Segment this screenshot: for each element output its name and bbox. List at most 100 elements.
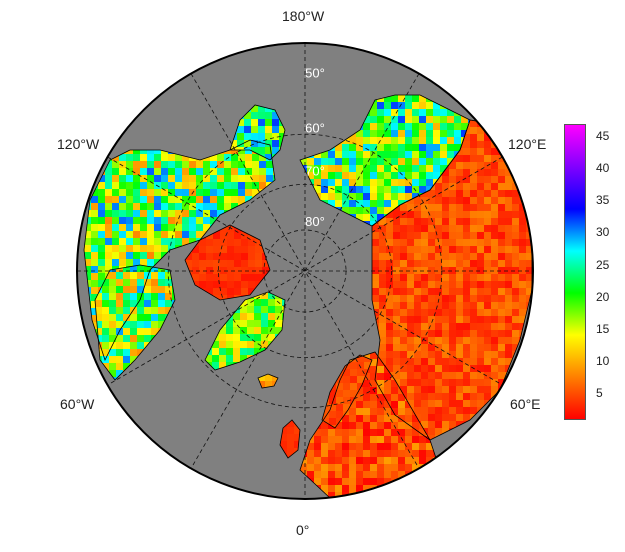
- data-cell: [335, 179, 343, 187]
- data-cell: [398, 394, 406, 402]
- coastline: [299, 94, 471, 227]
- data-cell: [391, 179, 399, 187]
- data-cell: [426, 478, 434, 486]
- data-cell: [116, 286, 124, 294]
- data-cell: [217, 210, 225, 218]
- data-cell: [386, 309, 394, 317]
- data-cell: [470, 253, 478, 261]
- data-cell: [321, 422, 329, 430]
- data-cell: [237, 119, 245, 127]
- data-cell: [477, 183, 485, 191]
- data-cell: [161, 189, 169, 197]
- data-cell: [329, 418, 337, 426]
- data-cell: [384, 144, 392, 152]
- data-cell: [498, 414, 506, 422]
- data-cell: [252, 168, 260, 176]
- data-cell: [412, 492, 420, 498]
- data-cell: [519, 155, 527, 163]
- data-cell: [421, 358, 429, 366]
- data-cell: [268, 306, 276, 314]
- data-cell: [112, 252, 120, 260]
- data-cell: [484, 232, 492, 240]
- data-cell: [393, 372, 401, 380]
- data-cell: [165, 300, 173, 308]
- data-cell: [512, 218, 520, 226]
- data-cell: [477, 246, 485, 254]
- data-cell: [463, 169, 471, 177]
- data-cell: [314, 172, 322, 180]
- data-cell: [470, 393, 478, 401]
- data-cell: [370, 415, 378, 423]
- data-cell: [379, 309, 387, 317]
- data-cell: [123, 356, 131, 364]
- data-cell: [412, 116, 420, 124]
- data-cell: [386, 358, 394, 366]
- data-cell: [140, 196, 148, 204]
- data-cell: [484, 428, 492, 436]
- data-cell: [102, 300, 110, 308]
- data-cell: [407, 260, 415, 268]
- data-cell: [206, 288, 214, 296]
- data-cell: [227, 274, 235, 282]
- data-cell: [463, 183, 471, 191]
- data-cell: [407, 295, 415, 303]
- data-cell: [442, 358, 450, 366]
- data-cell: [154, 238, 162, 246]
- data-cell: [144, 314, 152, 322]
- data-cell: [321, 193, 329, 201]
- data-cell: [210, 168, 218, 176]
- data-cell: [379, 358, 387, 366]
- data-cell: [428, 428, 436, 436]
- data-cell: [116, 321, 124, 329]
- data-cell: [154, 217, 162, 225]
- data-cell: [259, 182, 267, 190]
- data-cell: [240, 348, 248, 356]
- data-cell: [126, 210, 134, 218]
- data-cell: [456, 253, 464, 261]
- data-cell: [484, 246, 492, 254]
- data-cell: [203, 196, 211, 204]
- data-cell: [206, 232, 214, 240]
- colorbar-tick-label: 10: [596, 354, 610, 369]
- data-cell: [463, 365, 471, 373]
- data-cell: [109, 335, 117, 343]
- data-cell: [147, 189, 155, 197]
- data-cell: [421, 260, 429, 268]
- data-cell: [247, 306, 255, 314]
- data-cell: [519, 428, 527, 436]
- data-cell: [412, 429, 420, 437]
- data-cell: [219, 341, 227, 349]
- data-cell: [456, 365, 464, 373]
- data-cell: [398, 109, 406, 117]
- data-cell: [484, 302, 492, 310]
- data-cell: [470, 162, 478, 170]
- data-cell: [133, 203, 141, 211]
- data-cell: [456, 281, 464, 289]
- data-cell: [447, 137, 455, 145]
- data-cell: [133, 196, 141, 204]
- data-cell: [426, 172, 434, 180]
- data-cell: [336, 390, 344, 398]
- data-cell: [484, 120, 492, 128]
- data-cell: [238, 147, 246, 155]
- data-cell: [526, 295, 532, 303]
- data-cell: [477, 344, 485, 352]
- data-cell: [213, 288, 221, 296]
- data-cell: [405, 102, 413, 110]
- data-cell: [370, 109, 378, 117]
- meridian-line: [107, 156, 503, 386]
- data-cell: [526, 127, 532, 135]
- data-cell: [349, 165, 357, 173]
- data-cell: [370, 186, 378, 194]
- data-cell: [456, 148, 464, 156]
- data-cell: [498, 288, 506, 296]
- data-cell: [102, 363, 110, 371]
- data-cell: [412, 151, 420, 159]
- data-cell: [456, 400, 464, 408]
- data-cell: [158, 300, 166, 308]
- data-cell: [398, 450, 406, 458]
- data-cell: [294, 427, 300, 435]
- data-cell: [119, 210, 127, 218]
- data-cell: [356, 394, 364, 402]
- data-cell: [206, 281, 214, 289]
